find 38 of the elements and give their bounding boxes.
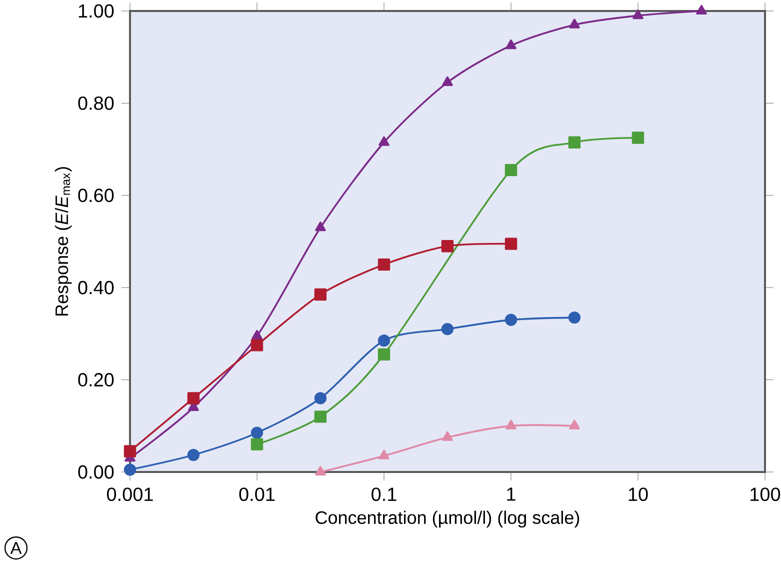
point: [441, 240, 454, 252]
point: [250, 339, 264, 352]
point: [442, 76, 453, 86]
point: [504, 314, 518, 326]
point: [568, 311, 581, 324]
y-tick-label: 0.20: [78, 373, 114, 387]
point: [124, 464, 136, 476]
point: [187, 392, 200, 404]
x-tick-label: 1: [507, 488, 516, 501]
point: [250, 426, 264, 439]
y-tick-label: 0.40: [78, 280, 114, 294]
point: [504, 238, 518, 250]
y-tick-label: 0.80: [78, 96, 114, 110]
point: [632, 10, 644, 20]
x-tick-label: 100: [750, 488, 780, 502]
point: [252, 330, 262, 340]
text: A: [10, 542, 22, 554]
point: [506, 39, 516, 50]
point: [441, 322, 454, 336]
y-tick-label: 1.00: [78, 4, 114, 18]
point: [315, 222, 326, 232]
x-axis-title: Concentration (µmol/l) (log scale): [316, 510, 580, 528]
point: [378, 258, 390, 271]
y-tick-label: 0.00: [78, 465, 114, 479]
point: [314, 288, 327, 301]
point: [378, 334, 390, 347]
point: [378, 136, 390, 146]
point: [314, 392, 327, 404]
point: [187, 448, 200, 462]
point: [124, 445, 136, 458]
x-tick-label: 0.001: [106, 488, 153, 502]
point: [569, 18, 580, 28]
x-tick-label: 0.1: [372, 488, 396, 502]
x-tick-label: 0.01: [239, 488, 275, 502]
y-axis-title: Response (E/E$_{max}$): [54, 167, 72, 316]
x-tick-label: 10: [628, 488, 648, 502]
y-tick-label: 0.60: [78, 188, 114, 202]
point: [696, 4, 707, 14]
